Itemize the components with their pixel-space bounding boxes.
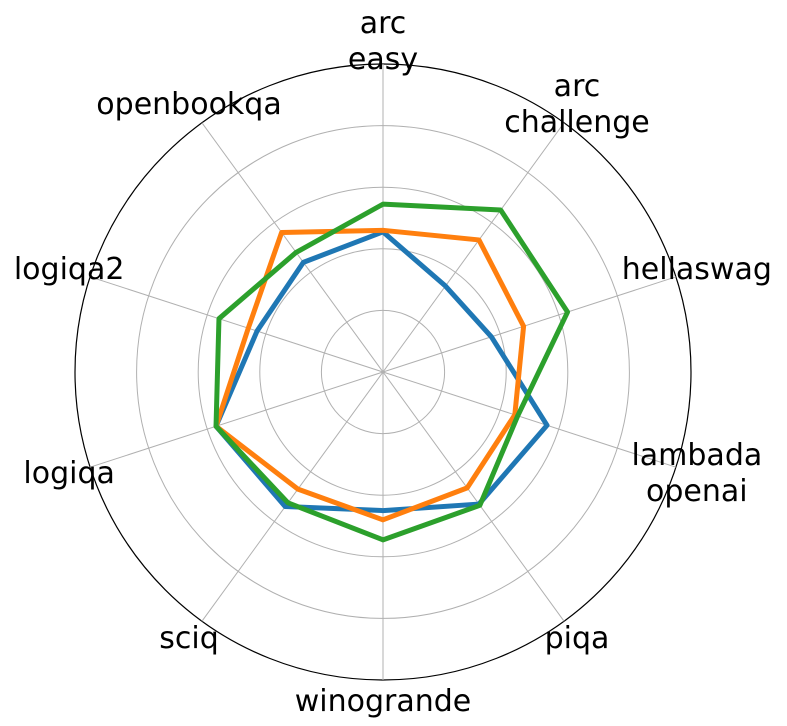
category-label: sciq: [159, 620, 219, 656]
spoke: [201, 371, 384, 622]
spoke: [382, 276, 677, 373]
series-line: [213, 227, 527, 523]
spoke: [382, 122, 565, 373]
spoke: [201, 122, 384, 373]
category-label: piqa: [544, 620, 610, 656]
series-line: [213, 201, 571, 543]
spoke: [89, 371, 384, 468]
category-label: lambada openai: [631, 437, 763, 509]
spoke: [382, 371, 677, 468]
category-label: arc challenge: [504, 69, 650, 141]
category-label: logiqa: [23, 455, 115, 491]
spoke: [89, 276, 384, 373]
series-line: [213, 229, 550, 514]
category-label: arc easy: [347, 6, 419, 77]
category-label: logiqa2: [13, 252, 125, 288]
category-label: winogrande: [294, 684, 472, 719]
category-label: hellaswag: [621, 252, 772, 288]
spoke: [382, 371, 565, 622]
category-label: openbookqa: [96, 87, 282, 123]
